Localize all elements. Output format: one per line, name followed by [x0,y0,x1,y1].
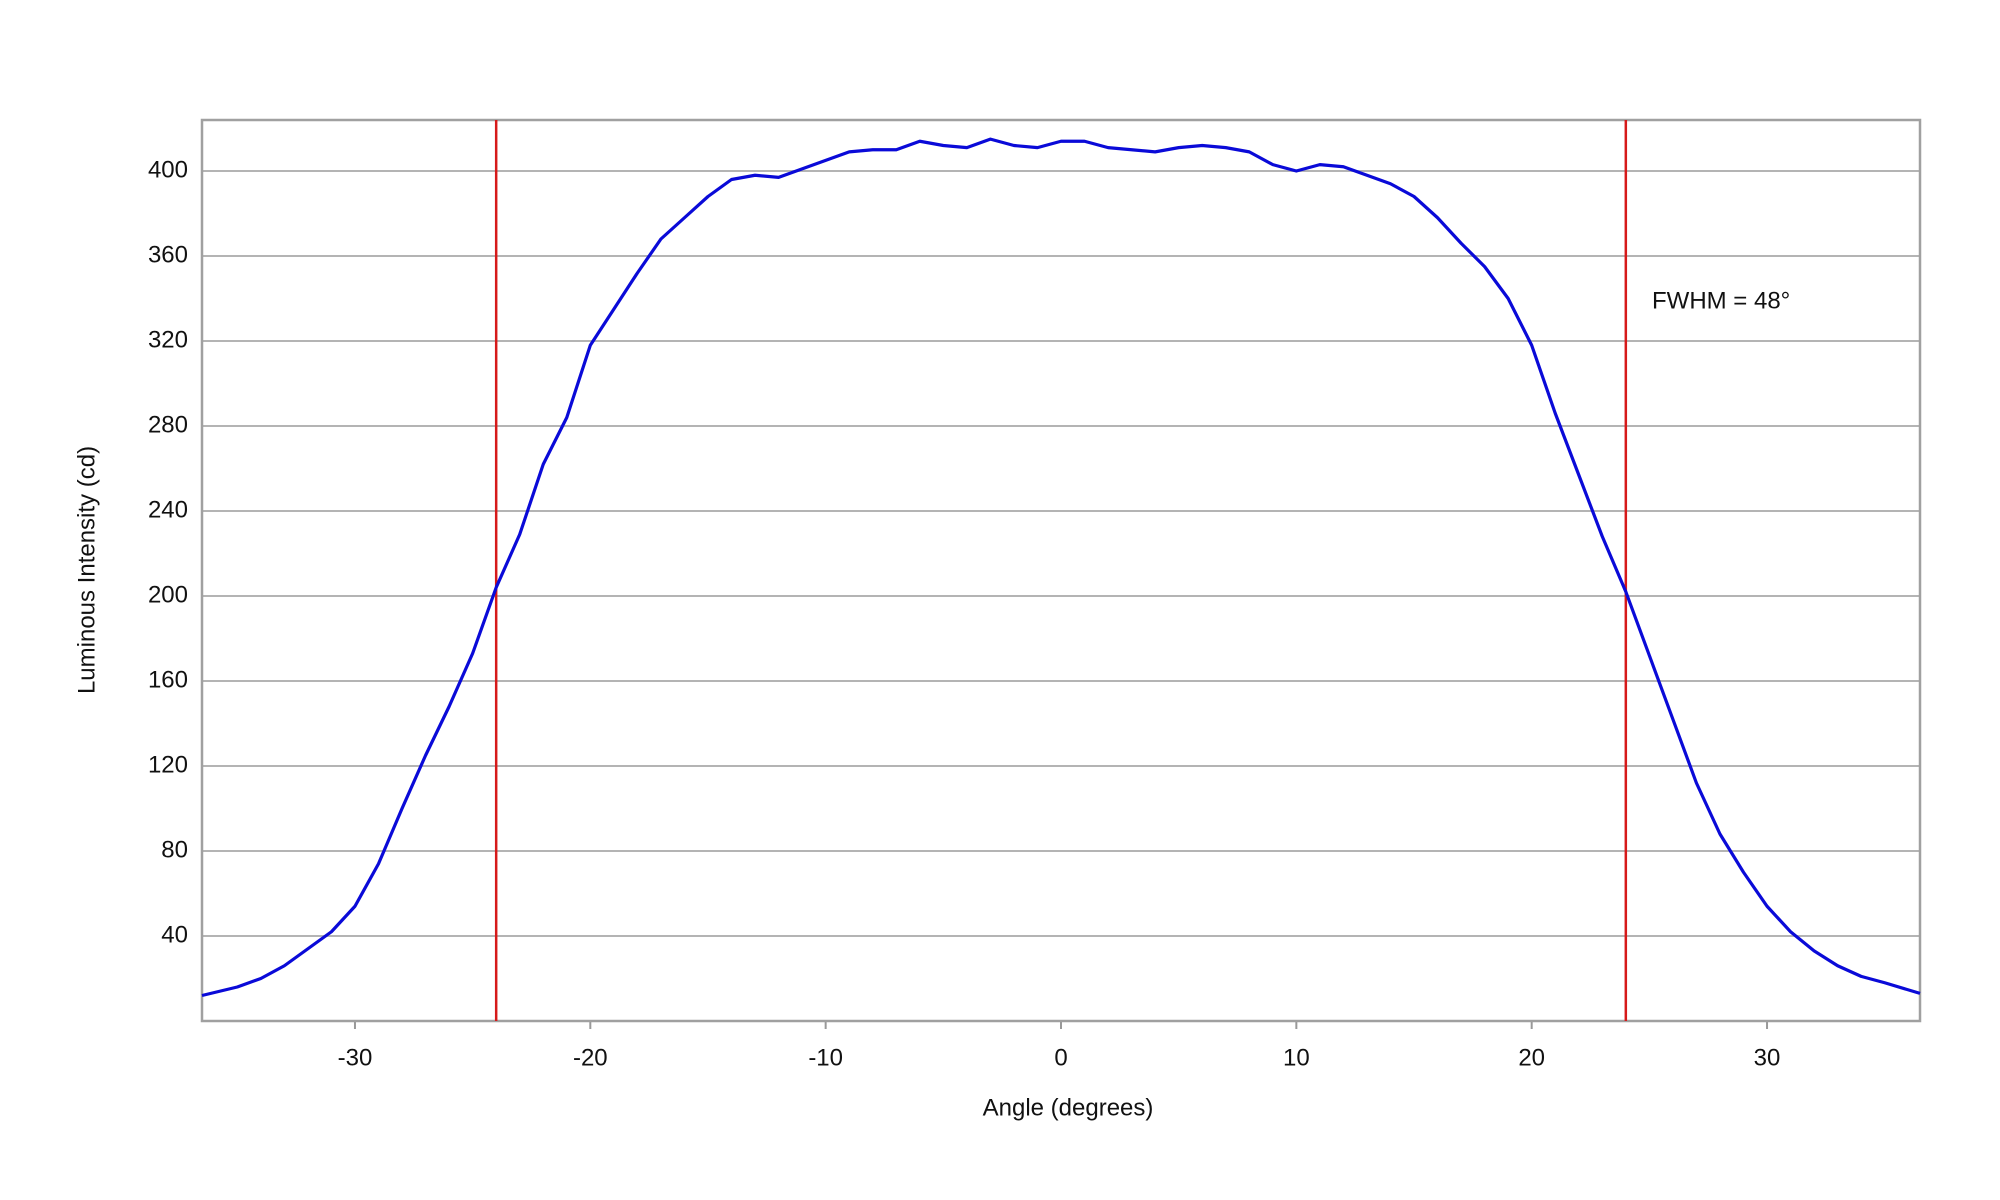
y-axis-label: Luminous Intensity (cd) [73,446,100,694]
y-tick-label: 40 [161,921,188,948]
x-tick-label: -20 [573,1044,608,1071]
y-tick-label: 120 [148,751,188,778]
annotation: FWHM = 48° [1652,287,1790,314]
plot-frame [200,118,1922,1023]
y-tick-label: 280 [148,411,188,438]
y-tick-label: 80 [161,836,188,863]
x-axis-label: Angle (degrees) [983,1094,1154,1121]
y-tick-label: 160 [148,666,188,693]
y-tick-label: 240 [148,496,188,523]
x-tick-label: 20 [1518,1044,1545,1071]
x-tick-label: 0 [1054,1044,1067,1071]
data-line [201,137,1921,998]
y-tick-label: 200 [148,581,188,608]
y-tick-label: 320 [148,326,188,353]
x-tick-label: -30 [338,1044,373,1071]
y-tick-label: 360 [148,241,188,268]
x-tick-label: -10 [808,1044,843,1071]
x-tick-label: 30 [1754,1044,1781,1071]
x-tick-label: 10 [1283,1044,1310,1071]
y-tick-label: 400 [148,156,188,183]
